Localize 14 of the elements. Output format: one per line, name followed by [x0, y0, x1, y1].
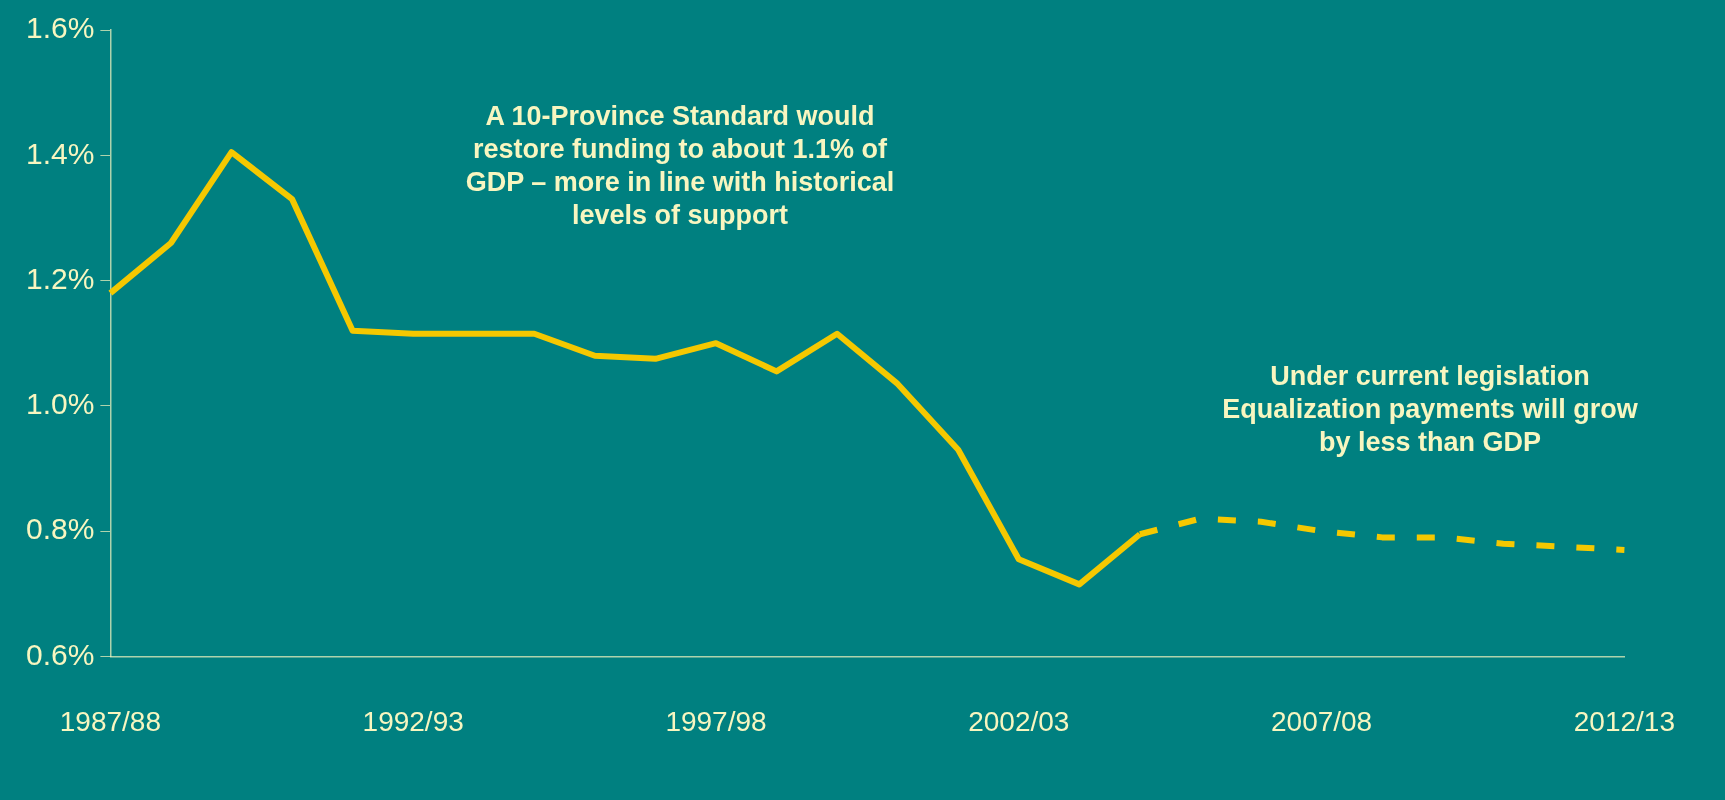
y-tick-label: 1.4% [25, 136, 95, 170]
y-tick-label: 1.0% [25, 387, 95, 421]
x-tick-label: 2007/08 [1270, 705, 1373, 737]
x-tick-label: 2012/13 [1573, 705, 1675, 737]
x-tick-label: 1997/98 [665, 705, 767, 737]
y-tick-label: 0.6% [25, 637, 95, 671]
y-tick-label: 1.2% [25, 261, 95, 295]
x-tick-label: 1992/93 [362, 705, 464, 737]
annotation: Under current legislation Equalization payments will grow by less than GDP [1221, 360, 1639, 459]
x-tick-label: 1987/88 [59, 705, 161, 737]
y-tick-label: 0.8% [25, 512, 95, 546]
y-tick-label: 1.6% [25, 11, 95, 45]
x-tick-label: 2002/03 [968, 705, 1070, 737]
annotation: A 10-Province Standard would restore funding to about 1.1% of GDP – more in line with historical levels of support [464, 100, 896, 232]
